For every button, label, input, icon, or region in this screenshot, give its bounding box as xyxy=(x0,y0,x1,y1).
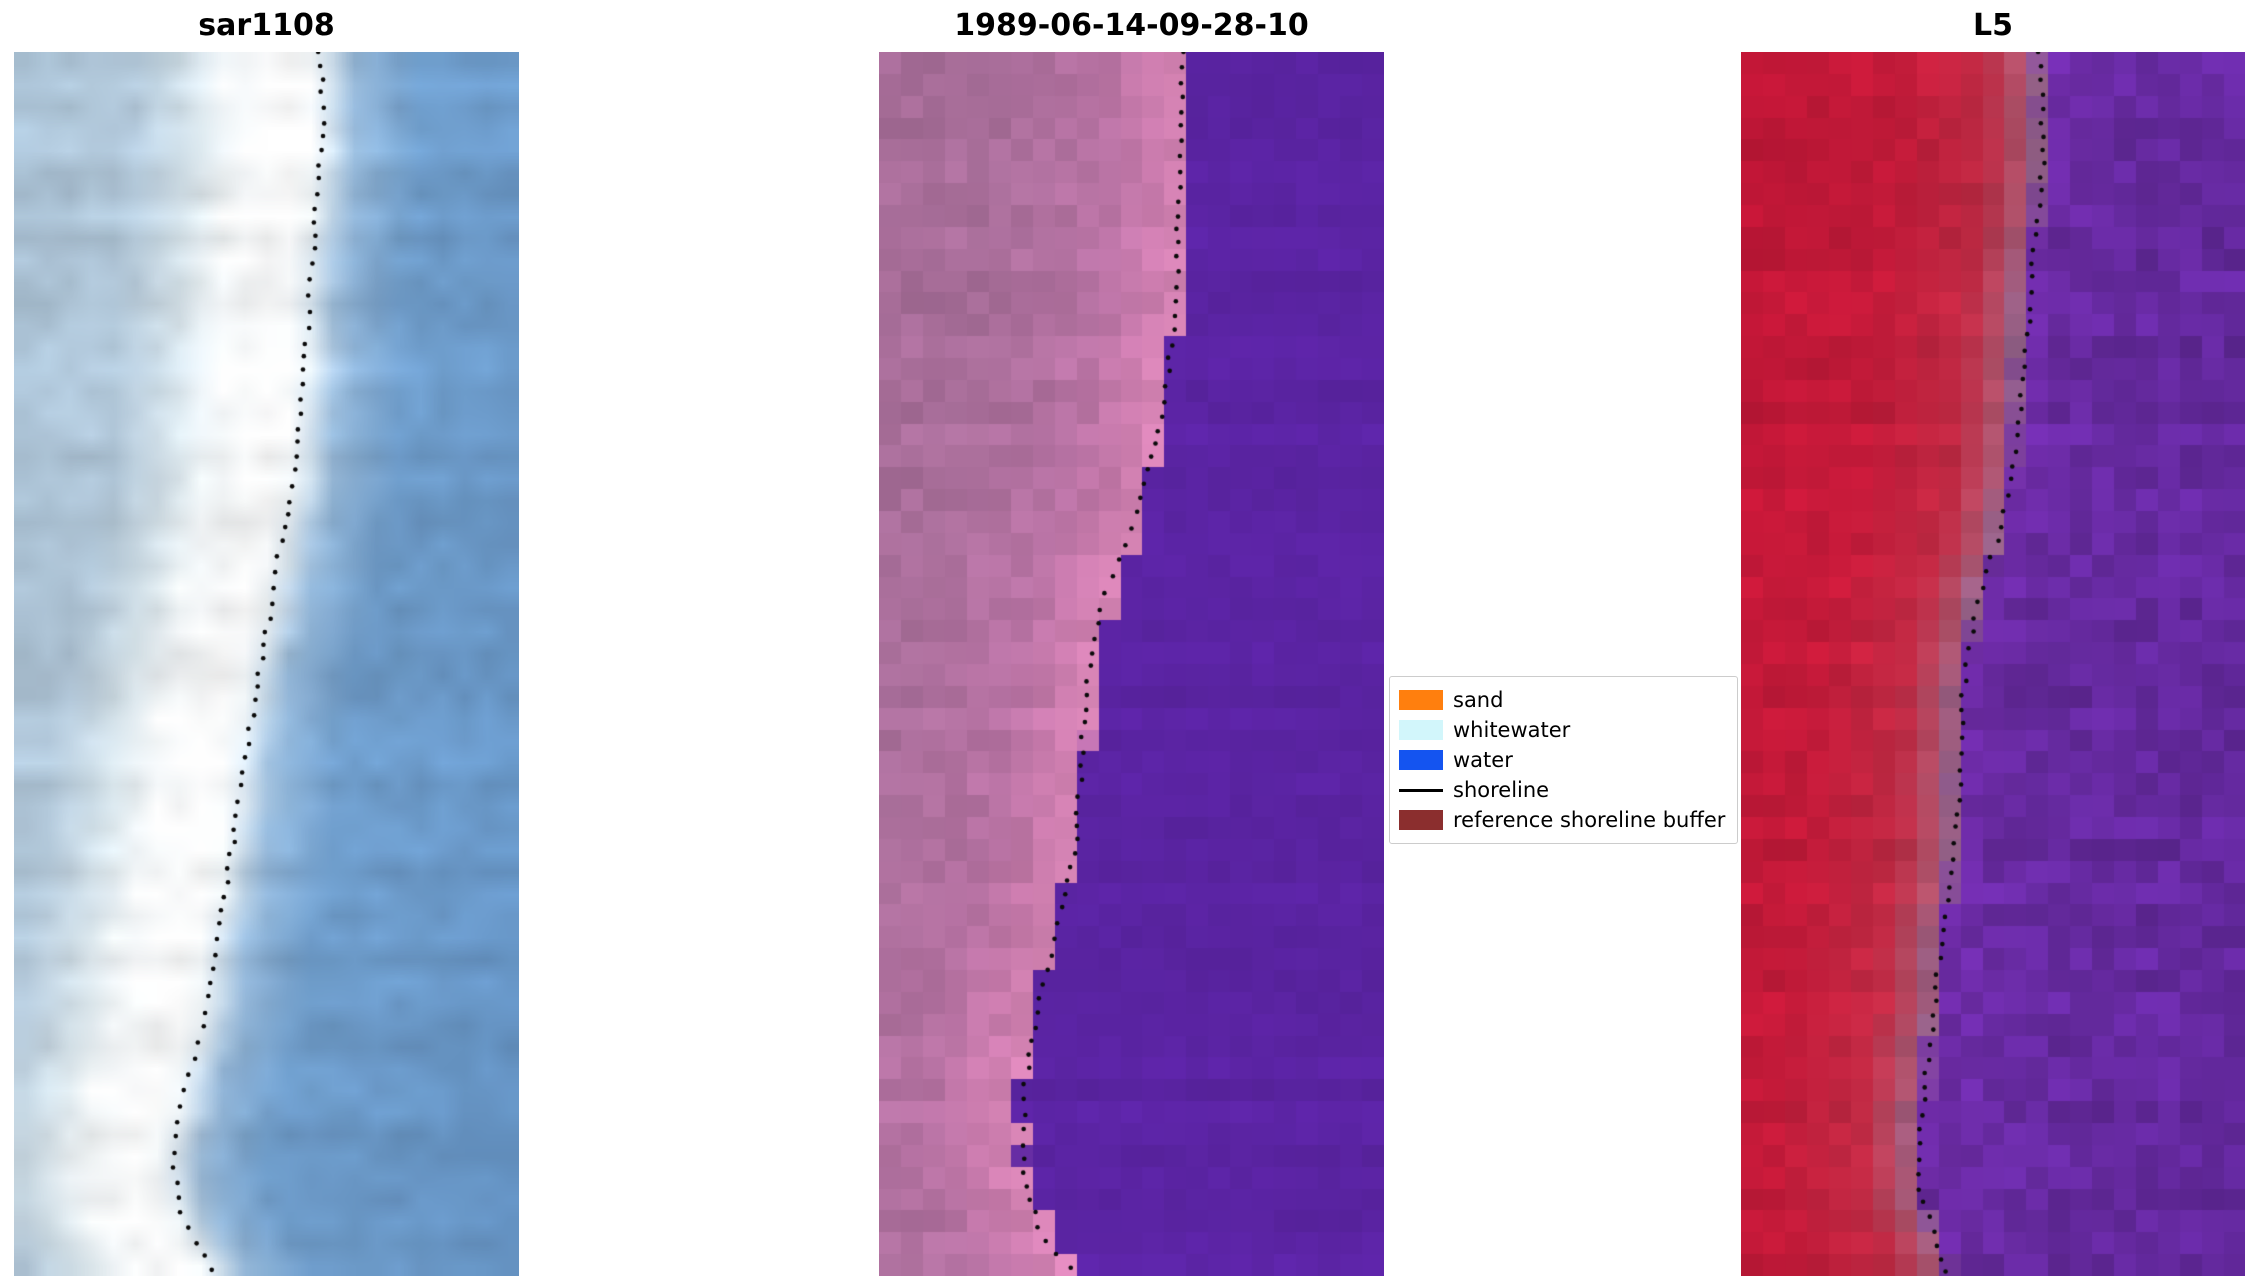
legend: sand whitewater water shoreline referenc… xyxy=(1389,676,1739,844)
legend-label-sand: sand xyxy=(1453,688,1504,712)
panel-title-sar1108: sar1108 xyxy=(198,8,335,43)
sar-image-panel xyxy=(14,52,519,1276)
legend-label-reference-buffer: reference shoreline buffer xyxy=(1453,808,1726,832)
legend-label-water: water xyxy=(1453,748,1513,772)
legend-item-whitewater: whitewater xyxy=(1399,715,1725,745)
panel-title-l5: L5 xyxy=(1973,8,2013,43)
l5-image-panel xyxy=(1741,52,2245,1276)
shoreline-line-icon xyxy=(1399,788,1443,792)
legend-label-whitewater: whitewater xyxy=(1453,718,1571,742)
panel-title-date: 1989-06-14-09-28-10 xyxy=(954,8,1309,43)
classified-image-panel xyxy=(879,52,1384,1276)
whitewater-swatch-icon xyxy=(1399,720,1443,740)
reference-buffer-swatch-icon xyxy=(1399,810,1443,830)
sand-swatch-icon xyxy=(1399,690,1443,710)
legend-item-shoreline: shoreline xyxy=(1399,775,1725,805)
legend-item-sand: sand xyxy=(1399,685,1725,715)
legend-label-shoreline: shoreline xyxy=(1453,778,1550,802)
legend-item-reference-buffer: reference shoreline buffer xyxy=(1399,805,1725,835)
legend-item-water: water xyxy=(1399,745,1725,775)
water-swatch-icon xyxy=(1399,750,1443,770)
